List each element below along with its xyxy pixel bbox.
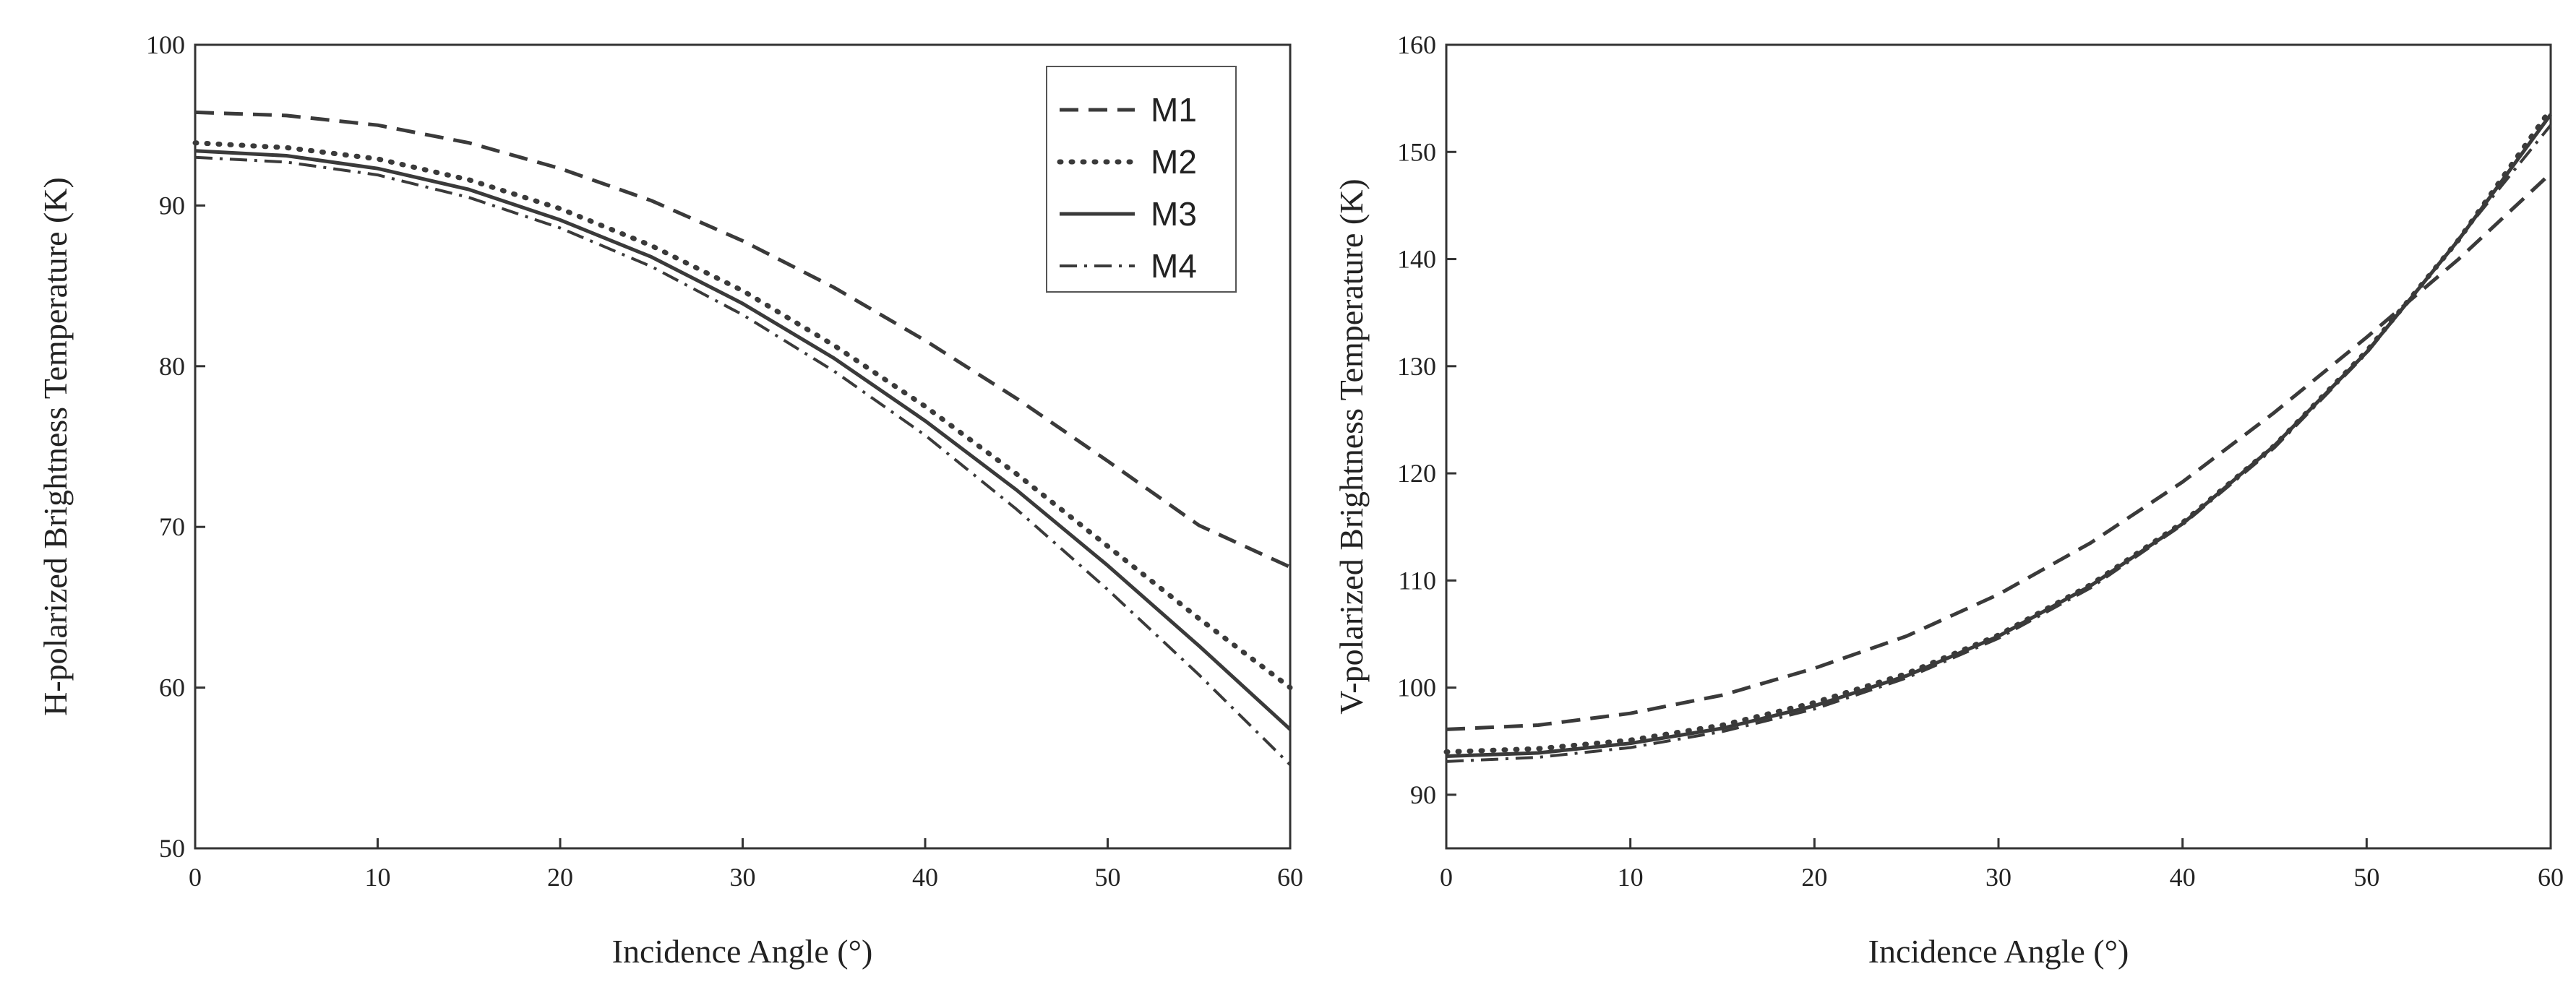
x-tick-label: 40 <box>2170 863 2196 892</box>
y-tick-label: 100 <box>146 30 185 59</box>
series-layer <box>192 110 1293 766</box>
y-tick-label: 90 <box>1410 780 1436 809</box>
y-axis-label: V-polarized Brightness Temperature (K) <box>1333 178 1370 715</box>
y-tick-label: 60 <box>159 673 185 702</box>
legend-label: M2 <box>1151 143 1197 181</box>
x-axis-label: Incidence Angle (°) <box>612 933 873 970</box>
x-tick-label: 20 <box>547 863 573 892</box>
legend-box <box>1046 66 1237 293</box>
y-tick-label: 80 <box>159 352 185 381</box>
y-tick-label: 140 <box>1397 245 1436 274</box>
plot-frame <box>1445 43 2552 850</box>
x-tick-label: 60 <box>1277 863 1303 892</box>
chart-v-polarized: 0 10 20 30 40 50 60 90 100 110 120 130 140 150 160 Inc… <box>1333 30 2564 970</box>
legend: M1 M2 M3 M4 <box>1046 66 1237 293</box>
axis-ticks: 0 10 20 30 40 50 60 50 60 70 80 90 100 <box>146 30 1303 892</box>
series-line-m4 <box>194 155 1292 766</box>
x-tick-label: 30 <box>730 863 756 892</box>
chart-h-polarized: 0 10 20 30 40 50 60 50 60 70 80 90 100 Incidence Ang… <box>37 30 1303 970</box>
x-tick-label: 20 <box>1801 863 1827 892</box>
x-tick-label: 40 <box>912 863 938 892</box>
x-axis-label: Incidence Angle (°) <box>1868 933 2129 970</box>
y-tick-label: 120 <box>1397 459 1436 488</box>
x-tick-label: 0 <box>1440 863 1453 892</box>
legend-label: M4 <box>1151 247 1197 285</box>
x-tick-label: 50 <box>1095 863 1121 892</box>
legend-label: M3 <box>1151 195 1197 233</box>
y-tick-label: 110 <box>1398 566 1436 595</box>
y-tick-label: 70 <box>159 512 185 541</box>
y-tick-label: 160 <box>1397 30 1436 59</box>
series-line-m1 <box>194 110 1292 569</box>
axis-ticks: 0 10 20 30 40 50 60 90 100 110 120 130 140 150 160 <box>1397 30 2564 892</box>
x-tick-label: 60 <box>2538 863 2564 892</box>
x-tick-label: 10 <box>1618 863 1644 892</box>
series-line-m2 <box>192 140 1293 691</box>
series-line-m2 <box>1443 106 2554 755</box>
series-line-m1 <box>1446 172 2552 731</box>
x-tick-label: 50 <box>2353 863 2379 892</box>
y-tick-label: 150 <box>1397 137 1436 166</box>
y-tick-label: 130 <box>1397 352 1436 381</box>
series-layer <box>1443 106 2554 763</box>
y-tick-label: 90 <box>159 191 185 220</box>
legend-label: M1 <box>1151 91 1197 129</box>
x-tick-label: 30 <box>1985 863 2012 892</box>
y-tick-label: 50 <box>159 834 185 863</box>
x-tick-label: 10 <box>365 863 391 892</box>
y-tick-label: 100 <box>1397 673 1436 702</box>
series-line-m3 <box>194 149 1292 731</box>
series-line-m3 <box>1446 113 2553 758</box>
series-line-m4 <box>1446 124 2552 763</box>
x-tick-label: 0 <box>189 863 202 892</box>
y-axis-label: H-polarized Brightness Temperature (K) <box>37 177 74 716</box>
